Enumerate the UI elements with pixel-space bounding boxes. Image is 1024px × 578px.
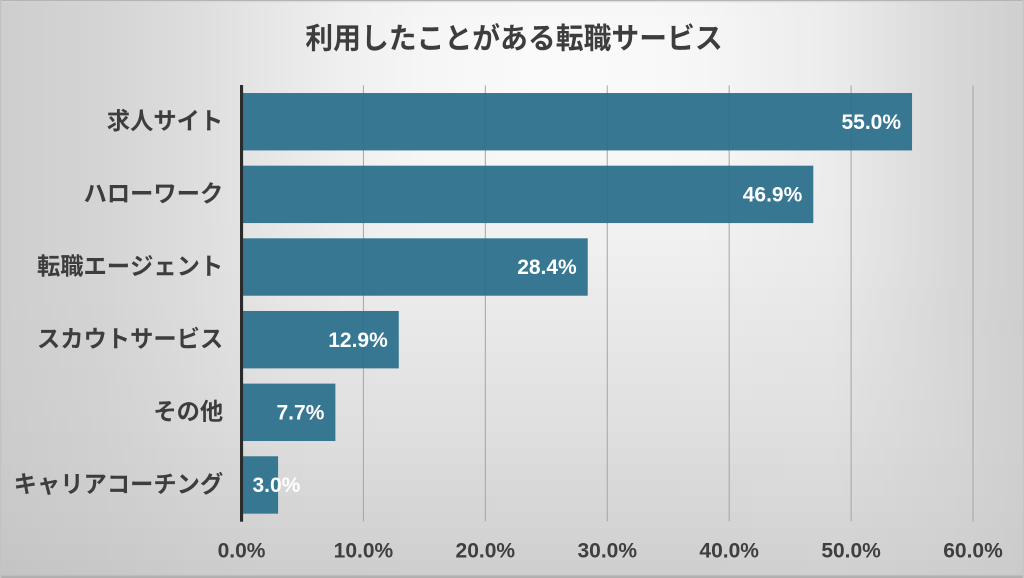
svg-text:50.0%: 50.0%	[821, 540, 881, 563]
svg-text:46.9%: 46.9%	[743, 184, 803, 207]
svg-text:55.0%: 55.0%	[841, 111, 901, 134]
svg-text:7.7%: 7.7%	[277, 402, 325, 425]
svg-text:28.4%: 28.4%	[517, 256, 577, 279]
svg-text:10.0%: 10.0%	[334, 540, 394, 563]
svg-text:30.0%: 30.0%	[577, 540, 637, 563]
svg-text:12.9%: 12.9%	[328, 329, 388, 352]
svg-text:20.0%: 20.0%	[456, 540, 516, 563]
svg-text:3.0%: 3.0%	[252, 474, 300, 497]
svg-text:60.0%: 60.0%	[943, 540, 1003, 563]
svg-text:0.0%: 0.0%	[218, 540, 266, 563]
svg-text:40.0%: 40.0%	[699, 540, 759, 563]
